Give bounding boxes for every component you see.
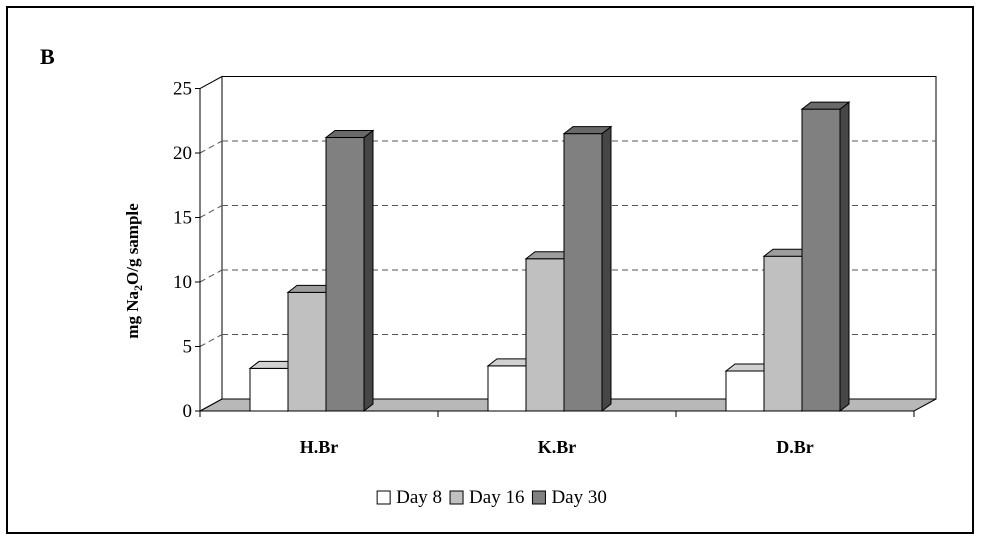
bar-top — [562, 126, 613, 135]
legend-item: Day 16 — [449, 487, 524, 508]
bar-front — [801, 108, 841, 412]
bar — [562, 125, 613, 413]
legend-item: Day 8 — [376, 487, 442, 508]
gridline-side — [199, 334, 223, 347]
legend-label: Day 30 — [551, 487, 606, 508]
y-axis-title: mg Na2O/g sample — [123, 203, 145, 339]
bar-front — [287, 291, 327, 412]
side-wall — [199, 75, 223, 412]
y-tick-label: 20 — [173, 143, 192, 164]
bar-front — [725, 370, 765, 412]
y-tick-label: 25 — [173, 79, 192, 100]
plot-area: 0 5 10 15 20 25 H.Br K.Br D.Br — [173, 75, 937, 457]
legend: Day 8 Day 16 Day 30 — [376, 487, 607, 508]
bar-side — [363, 129, 374, 413]
legend-swatch — [449, 490, 464, 505]
bar-front — [325, 137, 365, 412]
legend-swatch — [376, 490, 391, 505]
legend-label: Day 16 — [469, 487, 524, 508]
y-tick-label: 10 — [173, 272, 192, 293]
chart: B mg Na2O/g sample 0 5 10 15 20 25 H.Br K.Br D.B… — [40, 44, 937, 508]
figure-frame: B mg Na2O/g sample 0 5 10 15 20 25 H.Br K.Br D.B… — [6, 6, 974, 534]
bar-front — [763, 255, 803, 412]
panel-label: B — [40, 44, 55, 69]
bar-top — [324, 130, 375, 139]
bar-top — [800, 101, 851, 110]
bar-side — [601, 125, 612, 413]
bar-front — [563, 133, 603, 412]
legend-item: Day 30 — [531, 487, 607, 508]
y-tick-label: 0 — [183, 401, 193, 422]
legend-swatch — [531, 490, 546, 505]
bar — [324, 129, 375, 413]
x-tick-label: H.Br — [300, 437, 339, 457]
y-tick-label: 5 — [183, 337, 193, 358]
bar — [800, 101, 851, 413]
x-tick-label: D.Br — [776, 437, 814, 457]
gridline-side — [199, 269, 223, 283]
y-tick-label: 15 — [173, 208, 192, 229]
gridline-side — [199, 140, 223, 154]
bar-front — [249, 367, 289, 412]
bar-front — [525, 258, 565, 412]
bar-front — [487, 365, 527, 412]
bar-side — [839, 101, 850, 413]
legend-label: Day 8 — [396, 487, 442, 508]
x-tick-label: K.Br — [538, 437, 577, 457]
gridline-side — [199, 205, 223, 218]
